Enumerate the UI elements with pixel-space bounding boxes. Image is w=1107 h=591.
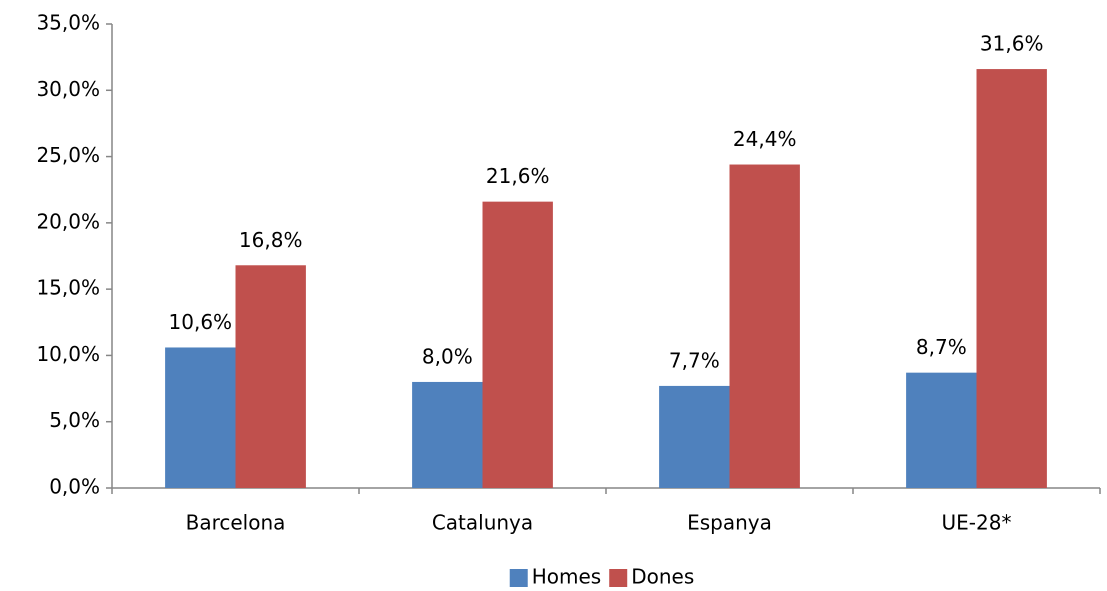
value-label: 24,4%	[733, 127, 797, 151]
bar	[976, 69, 1047, 489]
x-tick-label: Barcelona	[186, 511, 286, 535]
x-tick-label: UE-28*	[942, 511, 1012, 535]
legend-label: Dones	[631, 565, 694, 589]
value-label: 31,6%	[980, 32, 1044, 56]
value-label: 16,8%	[239, 228, 303, 252]
bar	[729, 164, 800, 489]
value-label: 8,7%	[916, 335, 967, 359]
bar	[906, 372, 977, 488]
legend-swatch	[509, 569, 528, 587]
legend-label: Homes	[532, 565, 601, 589]
bar	[659, 385, 730, 488]
bar	[165, 347, 236, 488]
bar	[235, 265, 306, 488]
y-tick-label: 10,0%	[36, 342, 100, 366]
value-label: 21,6%	[486, 164, 550, 188]
y-tick-label: 30,0%	[36, 77, 100, 101]
y-tick-label: 0,0%	[49, 475, 100, 499]
y-tick-label: 5,0%	[49, 408, 100, 432]
x-tick-label: Catalunya	[432, 511, 533, 535]
legend-swatch	[609, 569, 628, 587]
bar	[412, 381, 483, 488]
y-tick-label: 15,0%	[36, 276, 100, 300]
value-label: 7,7%	[669, 348, 720, 372]
y-tick-label: 20,0%	[36, 209, 100, 233]
bar	[482, 201, 553, 488]
y-tick-label: 25,0%	[36, 143, 100, 167]
value-label: 10,6%	[169, 310, 233, 334]
value-label: 8,0%	[422, 344, 473, 368]
y-tick-label: 35,0%	[36, 11, 100, 35]
x-tick-label: Espanya	[687, 511, 772, 535]
